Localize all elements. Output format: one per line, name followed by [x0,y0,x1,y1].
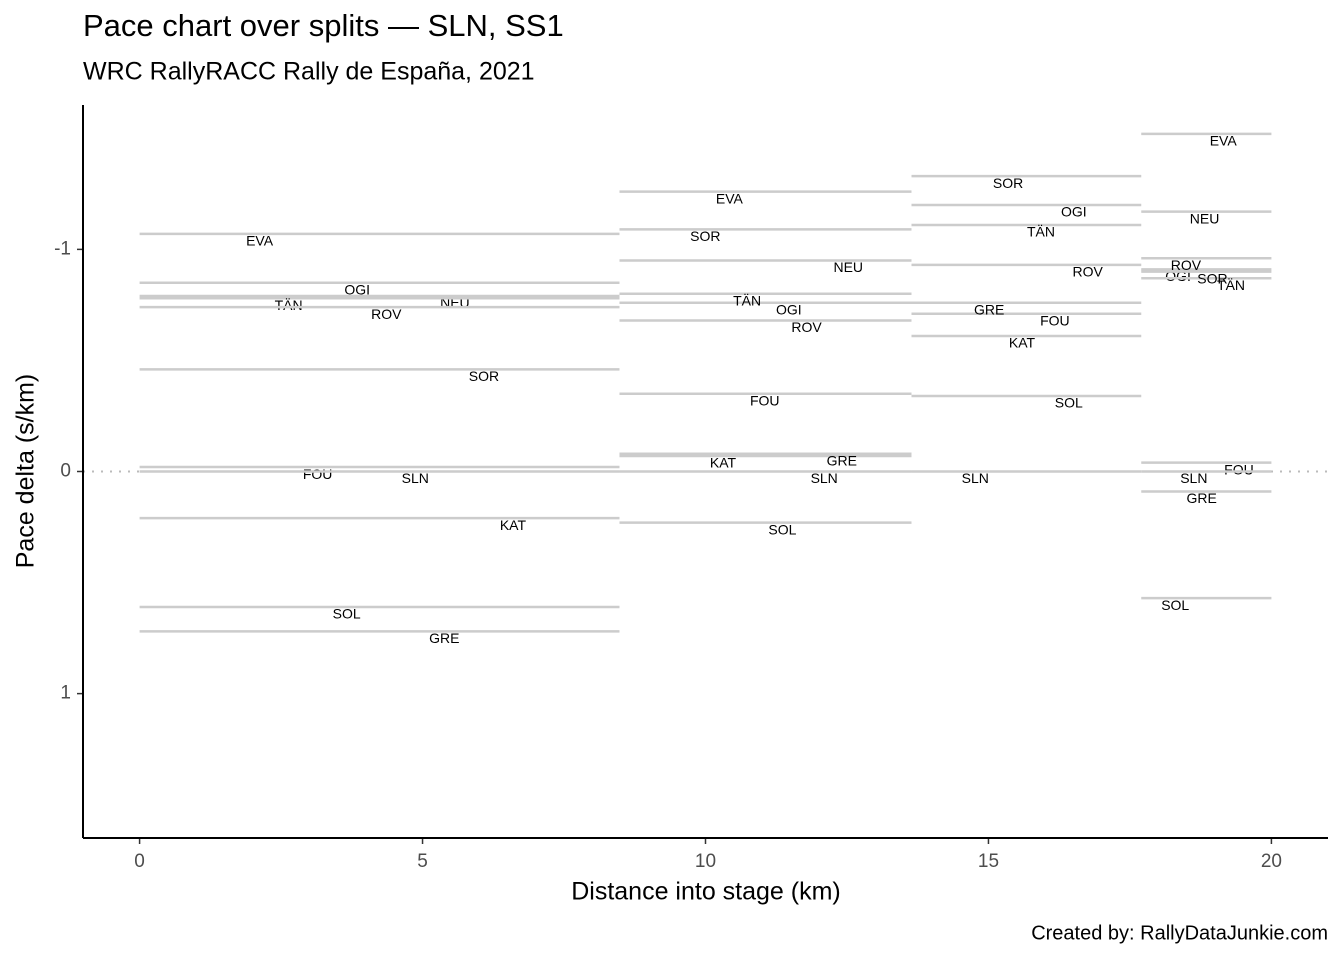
chart-title: Pace chart over splits — SLN, SS1 [83,8,564,43]
driver-label: SOL [1055,395,1083,411]
driver-label: GRE [974,301,1004,317]
driver-label: GRE [827,452,857,468]
x-tick-label: 0 [134,851,145,872]
driver-label: KAT [500,517,527,533]
driver-label: SOR [469,368,499,384]
driver-label: SOL [768,521,796,537]
x-tick-label: 15 [978,851,999,872]
driver-label: ROV [1073,264,1104,280]
driver-label: SOR [690,228,720,244]
x-tick-label: 20 [1261,851,1282,872]
y-tick-label: 0 [60,461,71,482]
driver-label: SLN [811,470,838,486]
driver-label: NEU [833,259,863,275]
driver-label: NEU [1190,210,1220,226]
y-tick-label: 1 [60,683,71,704]
driver-label: OGI [776,301,802,317]
chart-subtitle: WRC RallyRACC Rally de España, 2021 [83,58,535,86]
driver-label: FOU [303,466,333,482]
driver-label: EVA [1210,133,1238,149]
driver-label: FOU [1040,312,1070,328]
driver-label: KAT [710,455,737,471]
driver-label: FOU [750,392,780,408]
driver-label: TÄN [275,297,303,313]
driver-label: GRE [429,630,459,646]
driver-label: SLN [402,470,429,486]
y-axis-label: Pace delta (s/km) [12,374,40,569]
x-axis-label: Distance into stage (km) [571,878,841,906]
driver-label: OGI [1061,204,1087,220]
driver-label: SLN [962,470,989,486]
driver-label: OGI [344,281,370,297]
driver-label: EVA [246,233,274,249]
driver-label: TÄN [733,293,761,309]
driver-label: ROV [1171,257,1202,273]
x-tick-label: 10 [695,851,716,872]
caption: Created by: RallyDataJunkie.com [1031,922,1328,944]
driver-label: SOL [333,606,361,622]
driver-label: FOU [1224,461,1254,477]
driver-label: TÄN [1027,224,1055,240]
driver-label: SLN [1180,470,1207,486]
driver-label: ROV [371,306,402,322]
driver-label: KAT [1009,335,1036,351]
x-tick-label: 5 [417,851,428,872]
y-tick-label: -1 [54,238,71,259]
driver-label: SOR [993,175,1023,191]
driver-label: TÄN [1217,277,1245,293]
driver-label: SOL [1161,597,1189,613]
driver-label: SOR [1197,270,1227,286]
driver-label: GRE [1187,490,1217,506]
driver-label: EVA [716,190,744,206]
driver-label: ROV [791,319,822,335]
